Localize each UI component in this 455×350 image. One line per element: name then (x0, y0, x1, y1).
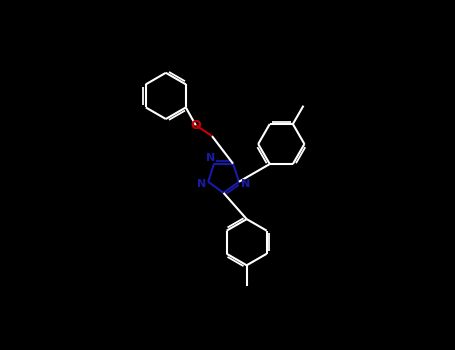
Text: N: N (206, 153, 215, 163)
Text: N: N (241, 179, 250, 189)
Text: N: N (197, 179, 207, 189)
Text: O: O (190, 119, 201, 132)
